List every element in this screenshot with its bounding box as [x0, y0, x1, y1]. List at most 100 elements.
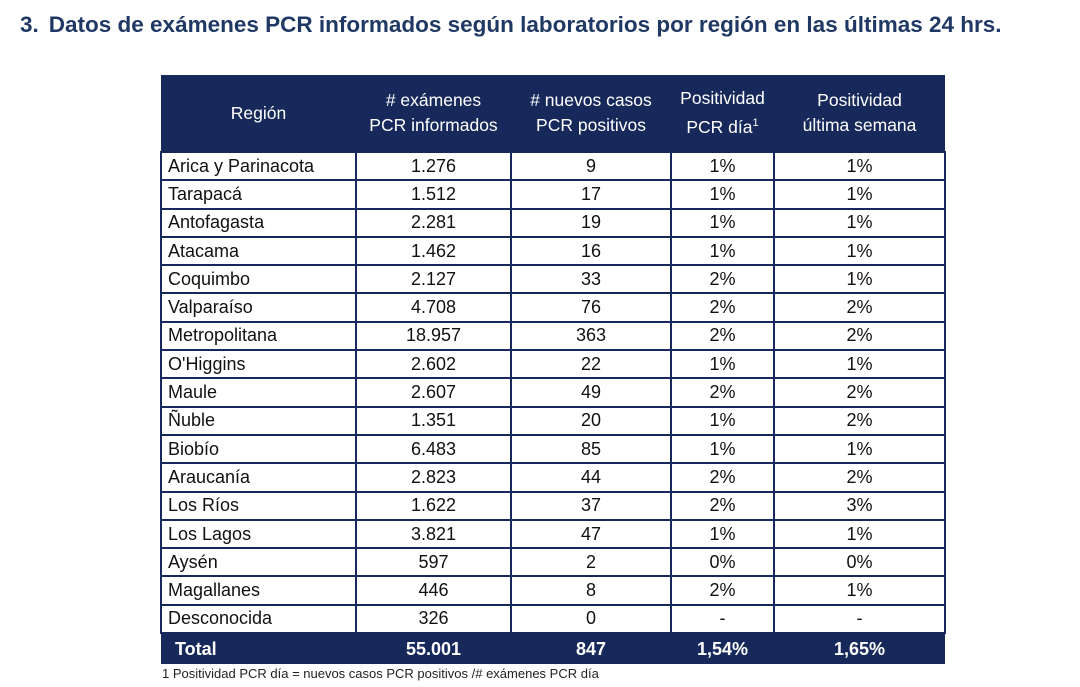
cell-casos: 17: [510, 179, 672, 210]
cell-casos: 8: [510, 575, 672, 606]
title-text: Datos de exámenes PCR informados según l…: [48, 12, 1002, 37]
header-examenes: # exámenes PCR informados: [356, 75, 511, 152]
cell-positividad-dia: 1%: [670, 433, 775, 465]
cell-positividad-dia: 1%: [670, 207, 775, 238]
cell-examenes: 4.708: [355, 292, 512, 323]
table-row: Maule 2.607 49 2% 2%: [160, 377, 946, 408]
table-row: Araucanía 2.823 44 2% 2%: [160, 462, 946, 493]
table-row: Coquimbo 2.127 33 2% 1%: [160, 264, 946, 295]
cell-region: Antofagasta: [160, 207, 357, 238]
cell-casos: 33: [510, 264, 672, 295]
cell-positividad-semana: 1%: [773, 349, 946, 380]
cell-casos: 9: [510, 150, 672, 182]
cell-casos: 19: [510, 207, 672, 238]
cell-positividad-semana: 3%: [773, 490, 946, 521]
cell-region: Magallanes: [160, 575, 357, 606]
cell-positividad-semana: 1%: [773, 150, 946, 182]
table-footer: Total 55.001 847 1,54% 1,65%: [161, 633, 945, 665]
cell-examenes: 18.957: [355, 320, 512, 352]
table-row: Atacama 1.462 16 1% 1%: [160, 235, 946, 267]
cell-positividad-dia: 1%: [670, 518, 775, 550]
cell-casos: 49: [510, 377, 672, 408]
cell-examenes: 446: [355, 575, 512, 606]
cell-positividad-semana: 1%: [773, 264, 946, 295]
cell-examenes: 1.512: [355, 179, 512, 210]
cell-positividad-dia: 2%: [670, 377, 775, 408]
cell-examenes: 1.622: [355, 490, 512, 521]
cell-casos: 37: [510, 490, 672, 521]
total-positividad-semana: 1,65%: [774, 633, 945, 665]
cell-region: Aysén: [160, 547, 357, 578]
cell-examenes: 3.821: [355, 518, 512, 550]
table-row: Desconocida 326 0- -: [160, 603, 946, 635]
table-row: Ñuble 1.351 20 1% 2%: [160, 405, 946, 436]
cell-positividad-dia: 1%: [670, 150, 775, 182]
total-row: Total 55.001 847 1,54% 1,65%: [161, 633, 945, 665]
cell-positividad-semana: 2%: [773, 320, 946, 352]
cell-positividad-semana: 0%: [773, 547, 946, 578]
table-row: Tarapacá 1.512 17 1% 1%: [160, 179, 946, 210]
page-title: 3. Datos de exámenes PCR informados según…: [20, 10, 1002, 40]
cell-examenes: 6.483: [355, 433, 512, 465]
cell-positividad-dia: 1%: [670, 179, 775, 210]
table-row: Los Ríos 1.622 37 2% 3%: [160, 490, 946, 521]
cell-examenes: 1.351: [355, 405, 512, 436]
cell-region: Coquimbo: [160, 264, 357, 295]
cell-positividad-dia: 2%: [670, 292, 775, 323]
cell-region: Los Lagos: [160, 518, 357, 550]
cell-positividad-semana: 1%: [773, 433, 946, 465]
cell-positividad-dia: 0%: [670, 547, 775, 578]
cell-region: Metropolitana: [160, 320, 357, 352]
footnote: 1 Positividad PCR día = nuevos casos PCR…: [162, 666, 599, 681]
pcr-region-table: Región # exámenes PCR informados # nuevos…: [160, 75, 946, 665]
cell-positividad-semana: 1%: [773, 207, 946, 238]
cell-positividad-dia: 1%: [670, 405, 775, 436]
cell-region: Maule: [160, 377, 357, 408]
table-header: Región # exámenes PCR informados # nuevos…: [161, 75, 945, 152]
header-region: Región: [161, 75, 356, 152]
cell-examenes: 2.602: [355, 349, 512, 380]
table-row: Biobío 6.483 85 1% 1%: [160, 433, 946, 465]
cell-casos: 20: [510, 405, 672, 436]
cell-examenes: 597: [355, 547, 512, 578]
cell-casos: 0: [510, 603, 672, 635]
cell-positividad-semana: -: [773, 603, 946, 635]
cell-region: Valparaíso: [160, 292, 357, 323]
table-row: Metropolitana 18.957 363 2% 2%: [160, 320, 946, 352]
cell-casos: 85: [510, 433, 672, 465]
cell-positividad-semana: 1%: [773, 575, 946, 606]
cell-positividad-dia: -: [670, 603, 775, 635]
cell-positividad-dia: 2%: [670, 462, 775, 493]
cell-examenes: 2.823: [355, 462, 512, 493]
table-body: Arica y Parinacota 1.276 9 1% 1% Tarapacá 1.51…: [160, 150, 946, 635]
total-label: Total: [161, 633, 356, 665]
cell-region: Araucanía: [160, 462, 357, 493]
cell-positividad-dia: 1%: [670, 235, 775, 267]
cell-positividad-semana: 2%: [773, 405, 946, 436]
title-number: 3.: [20, 12, 39, 37]
cell-positividad-semana: 1%: [773, 518, 946, 550]
footnote-marker: 1: [752, 117, 759, 130]
cell-positividad-dia: 1%: [670, 349, 775, 380]
cell-positividad-semana: 2%: [773, 462, 946, 493]
table-row: Arica y Parinacota 1.276 9 1% 1%: [160, 150, 946, 182]
cell-positividad-semana: 2%: [773, 377, 946, 408]
cell-casos: 2: [510, 547, 672, 578]
table-row: Magallanes 446 8 2% 1%: [160, 575, 946, 606]
cell-casos: 363: [510, 320, 672, 352]
table-row: Valparaíso 4.708 76 2% 2%: [160, 292, 946, 323]
cell-examenes: 2.281: [355, 207, 512, 238]
table-row: Aysén 597 2 0% 0%: [160, 547, 946, 578]
cell-casos: 76: [510, 292, 672, 323]
header-casos: # nuevos casos PCR positivos: [511, 75, 671, 152]
total-positividad-dia: 1,54%: [671, 633, 774, 665]
table-row: Los Lagos 3.821 47 1% 1%: [160, 518, 946, 550]
table-row: Antofagasta 2.281 19 1% 1%: [160, 207, 946, 238]
cell-casos: 16: [510, 235, 672, 267]
cell-examenes: 2.127: [355, 264, 512, 295]
cell-examenes: 326: [355, 603, 512, 635]
cell-region: Arica y Parinacota: [160, 150, 357, 182]
cell-region: Desconocida: [160, 603, 357, 635]
cell-region: Los Ríos: [160, 490, 357, 521]
cell-region: Tarapacá: [160, 179, 357, 210]
